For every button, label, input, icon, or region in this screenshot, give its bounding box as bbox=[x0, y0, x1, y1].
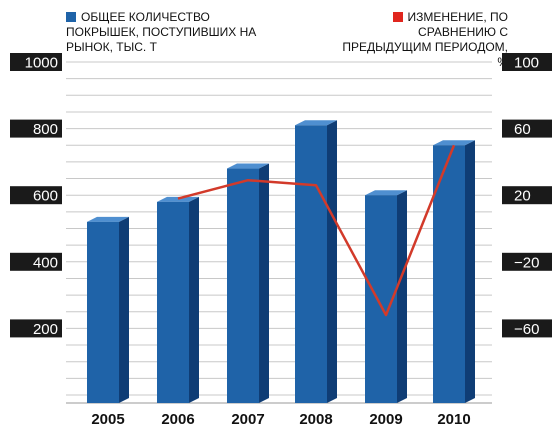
right-tick-label: 60 bbox=[514, 121, 531, 138]
left-tick-box bbox=[10, 186, 62, 205]
bar-side bbox=[465, 140, 475, 403]
right-tick-box bbox=[502, 53, 552, 71]
category-label: 2008 bbox=[299, 411, 332, 428]
left-tick-label: 400 bbox=[33, 254, 58, 271]
left-tick-label: 800 bbox=[33, 121, 58, 138]
legend-bars: ОБЩЕЕ КОЛИЧЕСТВО ПОКРЫШЕК, ПОСТУПИВШИХ Н… bbox=[66, 10, 266, 55]
bar-2007 bbox=[227, 168, 259, 403]
bar-2008 bbox=[295, 125, 327, 404]
bar-side bbox=[397, 190, 407, 403]
bar-top bbox=[227, 163, 269, 169]
right-tick-label: 100 bbox=[514, 55, 539, 72]
bar-top bbox=[157, 196, 199, 202]
right-tick-box bbox=[502, 119, 552, 138]
right-tick-label: 20 bbox=[514, 188, 531, 205]
category-label: 2010 bbox=[437, 411, 470, 428]
category-label: 2005 bbox=[91, 411, 124, 428]
right-tick-box bbox=[502, 252, 552, 271]
bar-side bbox=[119, 216, 129, 403]
legend-line-label: ИЗМЕНЕНИЕ, ПО СРАВНЕНИЮ С ПРЕДЫДУЩИМ ПЕР… bbox=[342, 10, 508, 69]
right-tick-box bbox=[502, 186, 552, 205]
right-tick-label: −60 bbox=[514, 321, 539, 338]
category-label: 2007 bbox=[231, 411, 264, 428]
legend-line: ИЗМЕНЕНИЕ, ПО СРАВНЕНИЮ С ПРЕДЫДУЩИМ ПЕР… bbox=[338, 10, 508, 70]
bar-top bbox=[87, 216, 129, 222]
left-tick-label: 600 bbox=[33, 188, 58, 205]
bar-2006 bbox=[157, 201, 189, 403]
bar-side bbox=[259, 163, 269, 403]
legend-line-swatch bbox=[392, 12, 403, 22]
change-line bbox=[177, 144, 456, 317]
bar-top bbox=[433, 140, 475, 146]
left-tick-box bbox=[10, 53, 62, 71]
legend-bars-swatch bbox=[66, 12, 76, 22]
bar-top bbox=[365, 190, 407, 196]
bar-side bbox=[327, 120, 337, 404]
right-tick-box bbox=[502, 319, 552, 338]
bar-2005 bbox=[87, 221, 119, 403]
category-label: 2006 bbox=[161, 411, 194, 428]
left-tick-label: 1000 bbox=[25, 55, 58, 72]
left-tick-box bbox=[10, 252, 62, 271]
category-label: 2009 bbox=[369, 411, 402, 428]
left-tick-box bbox=[10, 319, 62, 338]
bar-2010 bbox=[433, 145, 465, 403]
bar-side bbox=[189, 196, 199, 403]
left-tick-box bbox=[10, 119, 62, 138]
right-tick-label: −20 bbox=[514, 254, 539, 271]
bar-top bbox=[295, 120, 337, 126]
legend-bars-label: ОБЩЕЕ КОЛИЧЕСТВО ПОКРЫШЕК, ПОСТУПИВШИХ Н… bbox=[66, 10, 257, 54]
left-tick-label: 200 bbox=[33, 321, 58, 338]
